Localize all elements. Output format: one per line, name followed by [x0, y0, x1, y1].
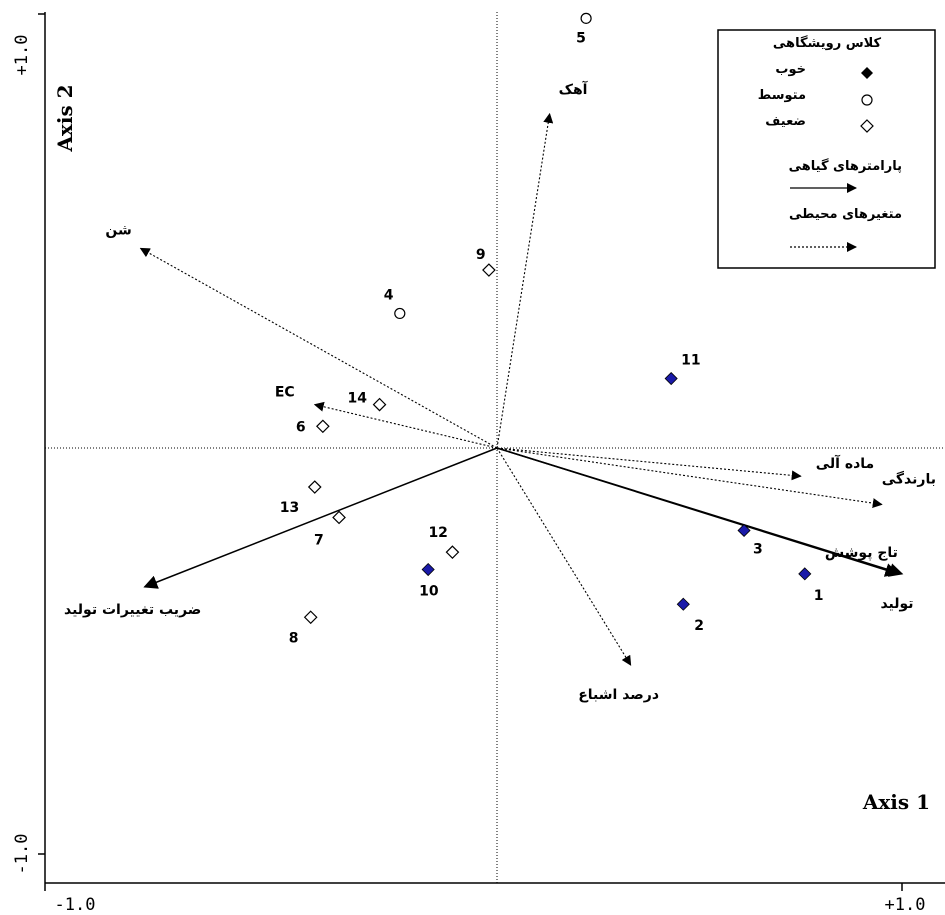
legend-open-circle-icon [861, 94, 873, 106]
legend-filled-diamond-icon [861, 67, 873, 79]
x-tick-label-left: -1.0 [55, 895, 96, 915]
sample-point-11 [664, 371, 678, 386]
sample-label-7: 7 [314, 532, 324, 548]
y-tick-label-top: +1.0 [12, 35, 32, 76]
vector-layer: تولید تاج پوشش ضریب تغییرات تولید شن آهک EC ما… [64, 80, 936, 703]
vector-arrow-6 [496, 447, 802, 481]
sample-label-9: 9 [476, 247, 486, 263]
sample-label-14: 14 [348, 391, 368, 407]
vector-arrow-8 [496, 447, 632, 666]
sample-point-9 [482, 263, 496, 277]
sample-point-13 [307, 480, 322, 494]
sample-label-5: 5 [576, 30, 586, 46]
vector-arrow-7 [496, 447, 883, 509]
sample-point-2 [676, 597, 690, 611]
x-tick-label-right: +1.0 [885, 895, 926, 915]
sample-point-8 [303, 610, 318, 625]
vector-label-0: تولید [880, 596, 913, 612]
sample-point-4 [394, 307, 406, 320]
legend-poor-label: ضعیف [765, 114, 806, 129]
sample-label-12: 12 [428, 525, 447, 541]
legend: کلاس رویشگاهی خوب متوسط ضعیف پارامترهای … [717, 29, 936, 269]
sample-label-11: 11 [681, 353, 700, 369]
legend-medium-label: متوسط [758, 88, 806, 103]
sample-label-8: 8 [289, 630, 299, 646]
sample-point-7 [332, 510, 346, 525]
vector-arrow-3 [139, 247, 498, 449]
vector-arrow-2 [143, 447, 498, 589]
x-axis-title: Axis 1 [862, 790, 930, 814]
vector-label-1: تاج پوشش [825, 545, 898, 561]
legend-title: کلاس رویشگاهی [773, 35, 882, 51]
vector-arrow-1 [496, 447, 900, 577]
sample-point-5 [580, 12, 592, 24]
vector-label-8: درصد اشباع [578, 687, 659, 703]
sample-label-13: 13 [280, 500, 299, 516]
vector-label-4: آهک [559, 80, 589, 98]
vector-label-3: شن [105, 222, 131, 238]
legend-plant-params-label: پارامترهای گیاهی [789, 158, 902, 174]
sample-label-3: 3 [753, 541, 763, 557]
sample-label-2: 2 [694, 618, 704, 634]
sample-label-10: 10 [419, 584, 439, 600]
y-axis-title: Axis 2 [53, 84, 77, 152]
legend-env-vars-label: متغیرهای محیطی [789, 207, 902, 222]
sample-label-6: 6 [296, 419, 306, 435]
sample-point-6 [316, 419, 330, 434]
sample-point-3 [737, 523, 751, 538]
sample-point-10 [421, 562, 435, 577]
sample-label-4: 4 [384, 287, 394, 303]
legend-good-label: خوب [775, 62, 806, 77]
sample-point-1 [798, 567, 812, 581]
y-tick-label-bottom: -1.0 [12, 834, 32, 875]
legend-open-diamond-icon [860, 119, 874, 133]
sample-point-12 [445, 545, 460, 560]
sample-point-14 [372, 397, 387, 412]
vector-arrow-5 [313, 401, 498, 449]
legend-box [717, 29, 936, 269]
vector-arrow-4 [496, 112, 554, 449]
vector-label-5: EC [275, 385, 295, 401]
vector-label-7: بارندگی [882, 470, 936, 487]
sample-label-1: 1 [814, 588, 824, 604]
vector-label-6: ماده آلی [816, 454, 874, 472]
vector-label-2: ضریب تغییرات تولید [64, 602, 201, 618]
